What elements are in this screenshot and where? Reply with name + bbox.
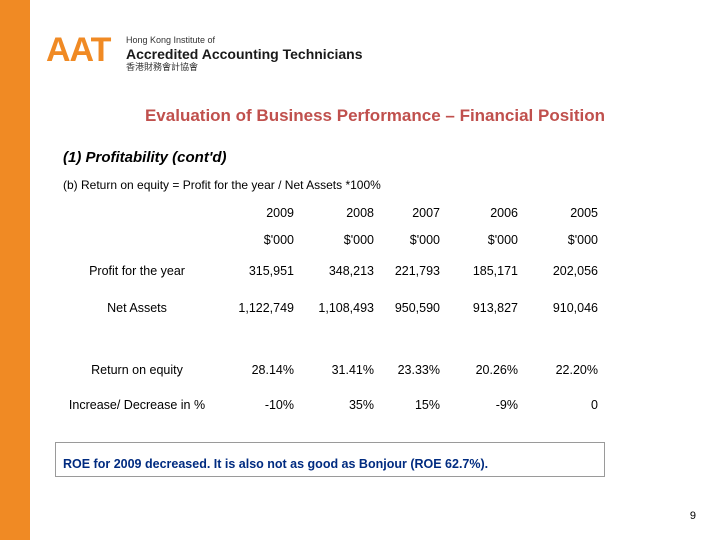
table-cell: 28.14% [251,363,294,377]
table-cell: 221,793 [394,264,440,278]
year-header: 2005 [570,206,598,220]
table-cell: 913,827 [472,301,518,315]
conclusion-box: ROE for 2009 decreased. It is also not a… [55,442,605,477]
roe-formula: (b) Return on equity = Profit for the ye… [63,178,381,192]
table-cell: 31.41% [331,363,374,377]
table-cell: 15% [414,398,440,412]
table-cell: 35% [348,398,374,412]
logo-text: Hong Kong Institute of Accredited Accoun… [126,35,386,73]
year-header: 2006 [490,206,518,220]
table-cell: 1,122,749 [238,301,294,315]
table-cell: 950,590 [394,301,440,315]
year-header: 2007 [412,206,440,220]
logo-line-1: Hong Kong Institute of [126,35,216,45]
table-cell: 910,046 [552,301,598,315]
year-header: 2008 [346,206,374,220]
row-label-change: Increase/ Decrease in % [68,398,206,412]
table-cell: 185,171 [472,264,518,278]
accent-sidebar-bar [0,0,30,540]
table-cell: -9% [495,398,518,412]
table-cell: 22.20% [555,363,598,377]
table-cell: 0 [591,398,598,412]
section-subtitle: (1) Profitability (cont'd) [63,149,227,166]
conclusion-text: ROE for 2009 decreased. It is also not a… [63,457,489,471]
row-label-roe: Return on equity [91,363,183,377]
logo-line-2: Accredited Accounting Technicians [126,46,363,62]
row-label-net-assets: Net Assets [107,301,167,315]
table-cell: 348,213 [328,264,374,278]
unit-header: $'000 [409,233,440,247]
year-header: 2009 [266,206,294,220]
table-cell: 20.26% [475,363,518,377]
row-label-profit: Profit for the year [89,264,185,278]
unit-header: $'000 [567,233,598,247]
table-cell: 202,056 [552,264,598,278]
table-cell: 315,951 [248,264,294,278]
table-cell: 23.33% [397,363,440,377]
table-cell: -10% [264,398,294,412]
table-cell: 1,108,493 [318,301,374,315]
unit-header: $'000 [343,233,374,247]
slide-title: Evaluation of Business Performance – Fin… [144,106,606,125]
unit-header: $'000 [487,233,518,247]
unit-header: $'000 [263,233,294,247]
logo-line-3: 香港財務會計協會 [126,62,199,72]
logo-mark: AAT [46,31,111,69]
page-number: 9 [689,510,696,522]
